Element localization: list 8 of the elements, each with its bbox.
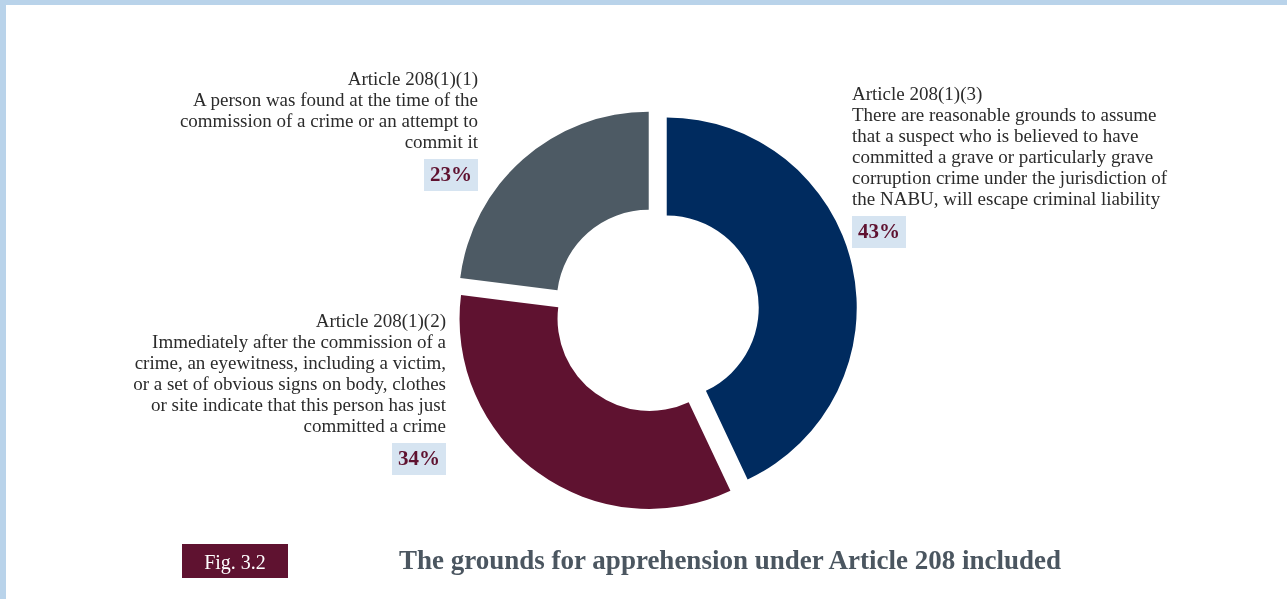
data-label: 34% — [398, 446, 440, 470]
slice-label: Article 208(1)(3) There are reasonable grounds to assume that a suspect who is believed to have committed a grave or particularly grave corruption crime under the jurisdiction of the NABU, will escape criminal liability — [852, 83, 1168, 209]
slice-label: Article 208(1)(1) A person was found at the time of the commission of a crime or an attempt to commit it — [179, 68, 479, 152]
slice-label: Article 208(1)(2) Immediately after the commission of a crime, an eyewitness, including a victim, or a set of obvious signs on body, clothes or site indicate that this person has just committed a crime — [133, 310, 447, 436]
data-label: 23% — [430, 162, 472, 186]
data-label: 43% — [858, 219, 900, 243]
caption: Fig. 3.2 — [204, 551, 266, 574]
text: The grounds for apprehension under Article 208 included — [399, 545, 1061, 575]
